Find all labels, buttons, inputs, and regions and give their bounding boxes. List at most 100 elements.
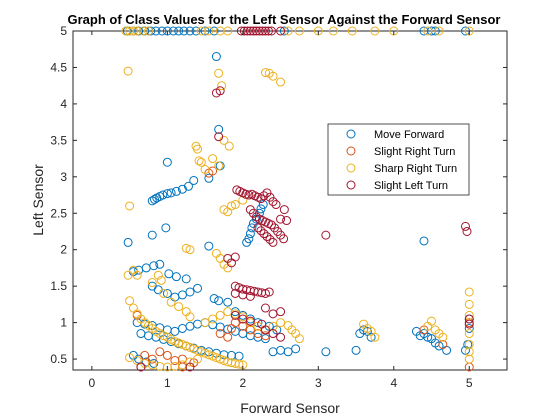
data-point (251, 214, 261, 224)
data-point (170, 326, 180, 336)
data-point (245, 26, 255, 36)
data-point (123, 237, 133, 247)
y-tick-label: 1 (60, 316, 67, 330)
data-point (276, 26, 286, 36)
data-point (215, 329, 225, 339)
data-point (208, 351, 218, 361)
legend-marker (346, 146, 356, 156)
legend-box (327, 123, 470, 196)
data-point (185, 362, 195, 372)
data-point (155, 347, 165, 357)
data-point (204, 241, 214, 251)
series-layer (121, 26, 474, 372)
data-point (260, 26, 270, 36)
data-point (132, 270, 142, 280)
data-point (125, 353, 135, 363)
data-point (125, 201, 135, 211)
x-tick-label: 0 (89, 376, 96, 390)
data-point (257, 26, 267, 36)
data-point (209, 26, 219, 36)
data-point (434, 341, 444, 351)
data-point (194, 156, 204, 166)
axes-box (72, 30, 508, 371)
data-point (174, 338, 184, 348)
data-point (464, 310, 474, 320)
data-point (251, 26, 261, 36)
data-point (217, 81, 227, 91)
data-point (260, 303, 270, 313)
data-point (168, 26, 178, 36)
data-point (279, 205, 289, 215)
data-point (283, 347, 293, 357)
data-point (254, 26, 264, 36)
data-point (196, 347, 206, 357)
data-point (347, 26, 357, 36)
data-point (260, 334, 270, 344)
data-point (464, 323, 474, 333)
x-axis-label: Forward Sensor (240, 400, 340, 416)
data-point (181, 243, 191, 253)
data-point (245, 325, 255, 335)
data-point (193, 345, 203, 355)
data-point (267, 26, 277, 36)
chart-title: Graph of Class Values for the Left Senso… (68, 12, 501, 27)
data-point (189, 175, 199, 185)
legend-marker (346, 129, 356, 139)
x-tick-label: 4 (390, 376, 397, 390)
data-point (464, 329, 474, 339)
data-point (214, 296, 224, 306)
data-point (164, 269, 174, 279)
y-tick-label: 4.5 (50, 60, 67, 74)
data-point (242, 26, 252, 36)
data-point (211, 52, 221, 62)
data-point (256, 204, 266, 214)
data-point (185, 312, 195, 322)
x-tick-label: 5 (466, 376, 473, 390)
data-point (366, 332, 376, 342)
data-point (185, 26, 195, 36)
data-point (260, 68, 270, 78)
data-point (268, 321, 278, 331)
data-point (267, 220, 277, 230)
data-point (259, 229, 269, 239)
data-point (427, 316, 437, 326)
data-point (464, 354, 474, 364)
data-point (268, 197, 278, 207)
data-point (157, 26, 167, 36)
data-point (351, 345, 361, 355)
data-point (177, 339, 187, 349)
data-point (193, 144, 203, 154)
data-point (215, 310, 225, 320)
data-point (276, 214, 286, 224)
data-point (158, 190, 168, 200)
data-point (464, 339, 474, 349)
data-point (464, 299, 474, 309)
data-point (215, 354, 225, 364)
data-point (244, 234, 254, 244)
data-point (245, 316, 255, 326)
data-point (159, 331, 169, 341)
data-point (370, 26, 380, 36)
data-point (204, 26, 214, 36)
data-point (227, 201, 237, 211)
data-point (464, 314, 474, 324)
data-point (171, 186, 181, 196)
data-point (259, 191, 269, 201)
y-tick-label: 3 (60, 170, 67, 184)
data-point (162, 350, 172, 360)
data-point (181, 274, 191, 284)
data-point (208, 154, 218, 164)
data-point (204, 350, 214, 360)
data-point (200, 165, 210, 175)
data-point (200, 348, 210, 358)
data-point (239, 26, 249, 36)
legend-marker (346, 180, 356, 190)
data-point (462, 226, 472, 236)
y-tick-label: 2.5 (50, 206, 67, 220)
data-point (230, 200, 240, 210)
data-point (276, 318, 286, 328)
data-point (276, 332, 286, 342)
data-point (223, 332, 233, 342)
data-point (193, 354, 203, 364)
data-point (460, 221, 470, 231)
